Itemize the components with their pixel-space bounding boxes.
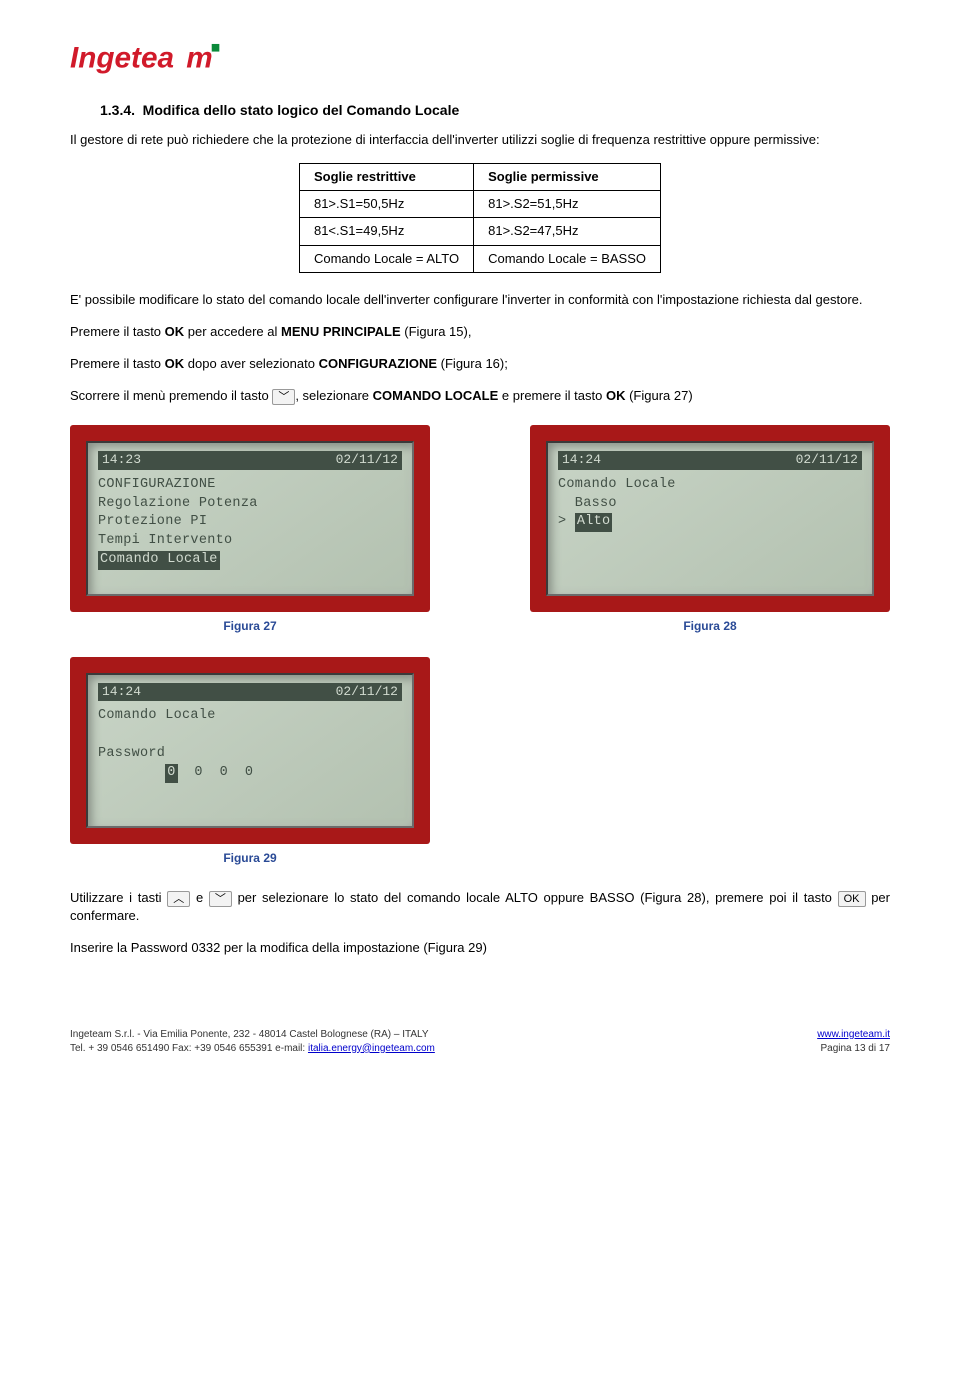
text: , selezionare — [295, 388, 372, 403]
paragraph: E' possibile modificare lo stato del com… — [70, 291, 890, 309]
table-header: Soglie permissive — [474, 163, 661, 190]
tail-paragraph-2: Inserire la Password 0332 per la modific… — [70, 939, 890, 957]
step-3: Scorrere il menù premendo il tasto ﹀, se… — [70, 387, 890, 405]
text: dopo aver selezionato — [184, 356, 318, 371]
section-heading: 1.3.4. Modifica dello stato logico del C… — [70, 101, 890, 121]
text: Tel. + 39 0546 651490 Fax: +39 0546 6553… — [70, 1043, 308, 1054]
device-screen-27: 14:23 02/11/12 CONFIGURAZIONE Regolazione… — [70, 425, 430, 612]
section-number: 1.3.4. — [100, 102, 135, 118]
figure-caption: Figura 28 — [530, 618, 890, 635]
text: (Figura 27) — [625, 388, 692, 403]
table-cell: 81<.S1=49,5Hz — [299, 218, 473, 245]
brand-logo: Ingetea m — [70, 40, 890, 83]
key-ok: OK — [165, 356, 185, 371]
lcd-28: 14:24 02/11/12 Comando Locale Basso > Alt… — [546, 441, 874, 596]
lcd-cursor: 0 — [165, 764, 177, 783]
lcd-password-line: 0 0 0 0 — [98, 764, 402, 783]
lcd-line: Basso — [558, 495, 862, 514]
lcd-time: 14:24 — [562, 451, 601, 469]
logo-svg: Ingetea m — [70, 40, 230, 78]
text: Premere il tasto — [70, 356, 165, 371]
text: e premere il tasto — [498, 388, 606, 403]
lcd-text: > — [558, 514, 575, 529]
figure-row-2: 14:24 02/11/12 Comando Locale Password 0 … — [70, 657, 890, 844]
text: (Figura 16); — [437, 356, 508, 371]
caption-row-2: Figura 29 — [70, 850, 890, 867]
table-cell: Comando Locale = ALTO — [299, 245, 473, 272]
text: Premere il tasto — [70, 324, 165, 339]
lcd-27: 14:23 02/11/12 CONFIGURAZIONE Regolazione… — [86, 441, 414, 596]
page-footer: Ingeteam S.r.l. - Via Emilia Ponente, 23… — [70, 1028, 890, 1056]
intro-paragraph: Il gestore di rete può richiedere che la… — [70, 131, 890, 149]
footer-website-link[interactable]: www.ingeteam.it — [817, 1029, 890, 1040]
device-screen-29: 14:24 02/11/12 Comando Locale Password 0 … — [70, 657, 430, 844]
text: e — [190, 890, 209, 905]
arrow-up-icon: ︿ — [167, 891, 190, 907]
table-cell: 81>.S2=47,5Hz — [474, 218, 661, 245]
lcd-line: Protezione PI — [98, 513, 402, 532]
figure-row-1: 14:23 02/11/12 CONFIGURAZIONE Regolazione… — [70, 425, 890, 612]
step-1: Premere il tasto OK per accedere al MENU… — [70, 323, 890, 341]
lcd-title: CONFIGURAZIONE — [98, 476, 402, 495]
text: per accedere al — [184, 324, 281, 339]
lcd-title: Comando Locale — [98, 707, 402, 726]
lcd-line: Tempi Intervento — [98, 532, 402, 551]
figure-caption: Figura 27 — [70, 618, 430, 635]
lcd-line: Password — [98, 745, 402, 764]
table-cell: Comando Locale = BASSO — [474, 245, 661, 272]
arrow-down-icon: ﹀ — [209, 891, 232, 907]
table-cell: 81>.S2=51,5Hz — [474, 191, 661, 218]
footer-address: Ingeteam S.r.l. - Via Emilia Ponente, 23… — [70, 1028, 435, 1042]
table-cell: 81>.S1=50,5Hz — [299, 191, 473, 218]
menu-name: COMANDO LOCALE — [373, 388, 499, 403]
figure-caption: Figura 29 — [70, 850, 430, 867]
lcd-time: 14:24 — [102, 683, 141, 701]
lcd-date: 02/11/12 — [796, 451, 858, 469]
page-number: Pagina 13 di 17 — [817, 1042, 890, 1056]
lcd-line-selected: Comando Locale — [98, 551, 402, 570]
text: (Figura 15), — [401, 324, 472, 339]
footer-right: www.ingeteam.it Pagina 13 di 17 — [817, 1028, 890, 1056]
footer-email-link[interactable]: italia.energy@ingeteam.com — [308, 1043, 435, 1054]
menu-name: MENU PRINCIPALE — [281, 324, 401, 339]
footer-contact: Tel. + 39 0546 651490 Fax: +39 0546 6553… — [70, 1042, 435, 1056]
svg-text:m: m — [186, 42, 212, 75]
thresholds-table: Soglie restrittive Soglie permissive 81>… — [299, 163, 661, 273]
lcd-29: 14:24 02/11/12 Comando Locale Password 0 … — [86, 673, 414, 828]
svg-text:Ingetea: Ingetea — [70, 42, 174, 75]
section-title: Modifica dello stato logico del Comando … — [143, 102, 460, 118]
lcd-highlight: Comando Locale — [98, 551, 220, 570]
lcd-title: Comando Locale — [558, 476, 862, 495]
caption-row-1: Figura 27 Figura 28 — [70, 618, 890, 635]
menu-name: CONFIGURAZIONE — [319, 356, 437, 371]
lcd-date: 02/11/12 — [336, 683, 398, 701]
table-header: Soglie restrittive — [299, 163, 473, 190]
key-ok: OK — [165, 324, 185, 339]
text: Utilizzare i tasti — [70, 890, 167, 905]
step-2: Premere il tasto OK dopo aver selezionat… — [70, 355, 890, 373]
lcd-highlight: Alto — [575, 513, 613, 532]
footer-left: Ingeteam S.r.l. - Via Emilia Ponente, 23… — [70, 1028, 435, 1056]
lcd-date: 02/11/12 — [336, 451, 398, 469]
lcd-time: 14:23 — [102, 451, 141, 469]
ok-button-icon: OK — [838, 891, 866, 907]
text: per selezionare lo stato del comando loc… — [232, 890, 838, 905]
tail-paragraph-1: Utilizzare i tasti ︿ e ﹀ per selezionare… — [70, 889, 890, 925]
text: Scorrere il menù premendo il tasto — [70, 388, 272, 403]
device-screen-28: 14:24 02/11/12 Comando Locale Basso > Alt… — [530, 425, 890, 612]
arrow-down-icon: ﹀ — [272, 389, 295, 405]
key-ok: OK — [606, 388, 626, 403]
lcd-line-selected: > Alto — [558, 513, 862, 532]
lcd-line: Regolazione Potenza — [98, 495, 402, 514]
